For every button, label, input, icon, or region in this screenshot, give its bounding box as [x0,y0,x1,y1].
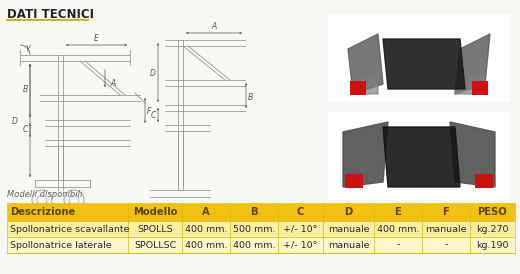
Bar [345,174,363,188]
Text: DATI TECNICI: DATI TECNICI [7,8,94,21]
Text: 400 mm.: 400 mm. [185,224,227,233]
Bar [470,221,515,237]
Bar [278,237,323,253]
Bar [470,237,515,253]
Bar [7,203,128,221]
Text: -: - [444,241,448,250]
Polygon shape [455,74,485,94]
Bar [475,174,493,188]
Text: manuale: manuale [328,241,369,250]
Bar [7,221,128,237]
Text: A: A [110,78,115,87]
Bar [7,237,128,253]
Bar [128,237,182,253]
Text: manuale: manuale [425,224,466,233]
Bar [230,203,278,221]
Text: Spollonatrice scavallante: Spollonatrice scavallante [10,224,129,233]
Text: SPOLLSC: SPOLLSC [134,241,176,250]
Text: kg.190: kg.190 [476,241,509,250]
Bar [328,14,510,102]
Text: Descrizione: Descrizione [10,207,75,217]
Text: F: F [443,207,449,217]
Bar [323,237,374,253]
Text: B: B [23,85,28,95]
Text: +/- 10°: +/- 10° [283,241,318,250]
Text: Modelli disponibili: Modelli disponibili [7,190,82,199]
Bar [323,203,374,221]
Text: γ: γ [26,42,30,52]
Text: F: F [147,107,151,116]
Text: A: A [211,22,217,31]
Text: B: B [248,93,253,101]
Bar [128,221,182,237]
Text: -: - [396,241,399,250]
Polygon shape [383,39,465,89]
Bar [128,203,182,221]
Text: 400 mm.: 400 mm. [376,224,419,233]
Text: Spollonatrice laterale: Spollonatrice laterale [10,241,112,250]
Bar [374,203,422,221]
Text: PESO: PESO [477,207,508,217]
Polygon shape [450,122,495,187]
Text: E: E [94,34,98,43]
Polygon shape [455,34,490,94]
Text: 500 mm.: 500 mm. [232,224,275,233]
Text: manuale: manuale [328,224,369,233]
Bar [278,203,323,221]
Bar [470,203,515,221]
Text: E: E [395,207,401,217]
Bar [422,203,470,221]
Bar [182,237,230,253]
Polygon shape [353,74,378,94]
Text: SPOLLS: SPOLLS [137,224,173,233]
Polygon shape [348,34,383,94]
Bar [323,221,374,237]
Bar [328,112,510,200]
Bar [472,81,488,95]
Bar [350,81,366,95]
Bar [422,221,470,237]
Text: 400 mm.: 400 mm. [185,241,227,250]
Text: Modello: Modello [133,207,177,217]
Text: A: A [202,207,210,217]
Bar [182,221,230,237]
Bar [374,221,422,237]
Text: C: C [297,207,304,217]
Bar [374,237,422,253]
Polygon shape [383,127,460,187]
Bar [230,237,278,253]
Text: D: D [344,207,353,217]
Bar [422,237,470,253]
Text: D: D [12,116,18,125]
Text: kg.270: kg.270 [476,224,509,233]
Bar [230,221,278,237]
Text: C: C [23,125,28,135]
Text: +/- 10°: +/- 10° [283,224,318,233]
Text: C: C [151,110,156,119]
Text: D: D [150,68,156,78]
Bar [278,221,323,237]
Bar [182,203,230,221]
Text: B: B [250,207,258,217]
Polygon shape [343,122,388,187]
Text: 400 mm.: 400 mm. [232,241,275,250]
